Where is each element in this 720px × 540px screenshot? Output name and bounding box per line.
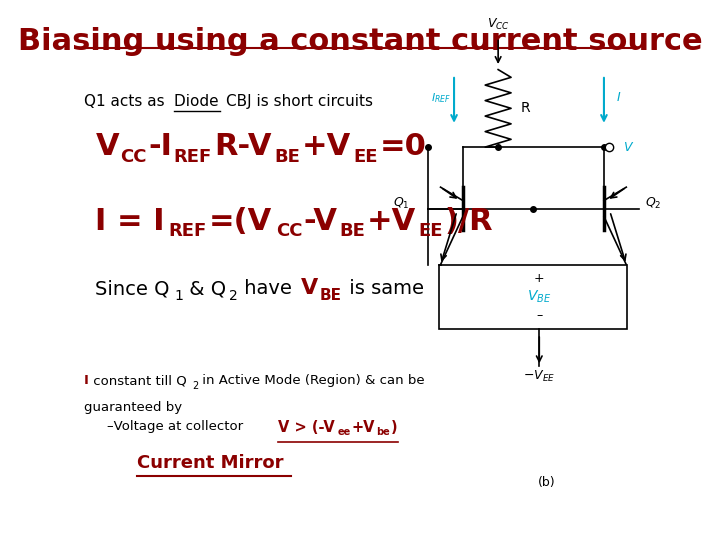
Text: $-V_{EE}$: $-V_{EE}$ xyxy=(523,369,555,384)
Text: $I_{REF}$: $I_{REF}$ xyxy=(431,91,451,105)
Text: R-V: R-V xyxy=(214,132,271,161)
Text: +V: +V xyxy=(351,420,375,435)
Text: –: – xyxy=(536,309,542,322)
Text: V > (-V: V > (-V xyxy=(278,420,335,435)
Text: 2: 2 xyxy=(229,289,238,303)
Text: I: I xyxy=(84,374,89,387)
Text: BE: BE xyxy=(320,288,341,303)
Text: =(V: =(V xyxy=(209,207,272,236)
Text: $I$: $I$ xyxy=(616,91,621,104)
Text: REF: REF xyxy=(174,147,212,165)
Text: $Q_2$: $Q_2$ xyxy=(645,195,662,211)
Text: Diode: Diode xyxy=(174,93,223,109)
Text: is same: is same xyxy=(343,279,423,298)
Text: (b): (b) xyxy=(538,476,556,489)
Text: BE: BE xyxy=(274,147,300,165)
Text: -I: -I xyxy=(148,132,172,161)
Text: 1: 1 xyxy=(174,289,183,303)
Text: 2: 2 xyxy=(192,381,198,390)
Text: +V: +V xyxy=(366,207,416,236)
Text: $V_{CC}$: $V_{CC}$ xyxy=(487,17,510,32)
Text: EE: EE xyxy=(354,147,378,165)
Text: =0: =0 xyxy=(379,132,426,161)
Text: ee: ee xyxy=(338,427,351,437)
Text: EE: EE xyxy=(418,222,443,240)
Text: +: + xyxy=(534,272,544,285)
Text: CBJ is short circuits: CBJ is short circuits xyxy=(226,93,373,109)
Text: V: V xyxy=(301,278,318,298)
Text: R: R xyxy=(521,102,530,116)
Text: –Voltage at collector: –Voltage at collector xyxy=(107,420,243,433)
Text: $V$: $V$ xyxy=(623,140,634,153)
Text: BE: BE xyxy=(340,222,365,240)
Text: V: V xyxy=(96,132,119,161)
Text: $Q_1$: $Q_1$ xyxy=(393,195,410,211)
Text: be: be xyxy=(377,427,390,437)
Text: & Q: & Q xyxy=(184,279,226,298)
Text: Since Q: Since Q xyxy=(96,279,170,298)
Text: CC: CC xyxy=(120,147,147,165)
FancyBboxPatch shape xyxy=(439,265,627,329)
Text: have: have xyxy=(238,279,298,298)
Text: Current Mirror: Current Mirror xyxy=(137,454,283,472)
Text: ): ) xyxy=(391,420,397,435)
Text: REF: REF xyxy=(168,222,207,240)
Text: -V: -V xyxy=(304,207,338,236)
Text: guaranteed by: guaranteed by xyxy=(84,401,182,414)
Text: Q1 acts as: Q1 acts as xyxy=(84,93,169,109)
Text: )/R: )/R xyxy=(444,207,493,236)
Text: constant till Q: constant till Q xyxy=(89,374,186,387)
Text: in Active Mode (Region) & can be: in Active Mode (Region) & can be xyxy=(199,374,425,387)
Text: I = I: I = I xyxy=(96,207,165,236)
Text: $V_{BE}$: $V_{BE}$ xyxy=(527,288,552,305)
Text: +V: +V xyxy=(302,132,351,161)
Text: Biasing using a constant current source: Biasing using a constant current source xyxy=(18,27,702,56)
Text: CC: CC xyxy=(276,222,302,240)
